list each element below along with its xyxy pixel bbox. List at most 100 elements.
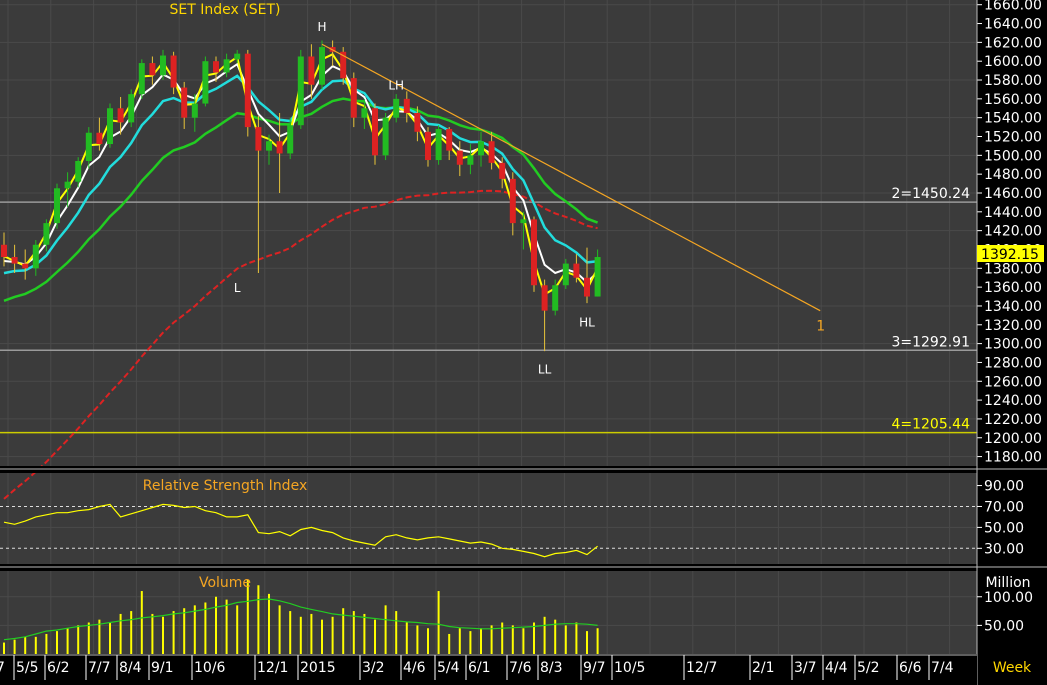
pattern-label: LL xyxy=(538,363,552,377)
candle-up xyxy=(128,94,135,123)
chart-title: SET Index (SET) xyxy=(170,2,281,18)
candle-down xyxy=(446,128,453,151)
candle-up xyxy=(191,103,198,118)
candle-down xyxy=(149,63,156,76)
price-tick-label: 1460.00 xyxy=(984,186,1042,202)
volume-title: Volume xyxy=(199,575,251,591)
time-tick-label: 12/7 xyxy=(686,660,717,676)
candle-up xyxy=(594,257,601,297)
time-tick-label: 6/6 xyxy=(899,660,922,676)
time-tick-label: 10/5 xyxy=(614,660,645,676)
price-tick-label: 1180.00 xyxy=(984,450,1042,466)
rsi-tick-label: 90.00 xyxy=(984,479,1024,495)
candle-down xyxy=(96,132,103,145)
price-tick-label: 1640.00 xyxy=(984,17,1042,33)
candle-down xyxy=(170,55,177,88)
candlestick-series xyxy=(1,40,601,352)
candle-down xyxy=(573,263,580,278)
candle-up xyxy=(319,47,325,85)
candle-up xyxy=(160,55,166,76)
candle-up xyxy=(382,117,389,156)
price-tick-label: 1620.00 xyxy=(984,35,1042,51)
candle-down xyxy=(414,112,421,132)
trendline-layer: 1 xyxy=(321,43,825,335)
rsi-panel xyxy=(0,473,977,564)
price-tick-label: 1380.00 xyxy=(984,261,1042,277)
price-tick-label: 1560.00 xyxy=(984,92,1042,108)
time-tick-label: 6/2 xyxy=(47,660,70,676)
price-tick-label: 1300.00 xyxy=(984,337,1042,353)
horizontal-levels: 2=1450.24 3=1292.91 4=1205.44 xyxy=(0,186,977,434)
candle-down xyxy=(499,162,506,179)
candle-up xyxy=(85,132,92,161)
period-label: Week xyxy=(993,660,1032,676)
candle-up xyxy=(552,285,559,311)
rsi-title: Relative Strength Index xyxy=(143,478,307,494)
volume-tick-label: 100.00 xyxy=(984,590,1033,606)
rsi-tick-label: 50.00 xyxy=(984,520,1024,536)
price-tick-label: 1440.00 xyxy=(984,205,1042,221)
candle-up xyxy=(202,61,209,104)
time-tick-label: 8/3 xyxy=(540,660,563,676)
candle-up xyxy=(562,263,569,286)
price-tick-label: 1500.00 xyxy=(984,148,1042,164)
time-tick-label: 12/1 xyxy=(257,660,288,676)
time-axis-background xyxy=(0,654,977,685)
time-tick-label: 7/6 xyxy=(509,660,532,676)
time-tick-label: 7 xyxy=(0,660,5,676)
time-tick-label: 4/4 xyxy=(825,660,848,676)
price-tick-label: 1280.00 xyxy=(984,355,1042,371)
candle-down xyxy=(403,98,410,113)
candle-up xyxy=(520,219,527,224)
rsi-tick-label: 30.00 xyxy=(984,541,1024,557)
candle-up xyxy=(361,108,368,118)
time-tick-label: 7/7 xyxy=(88,660,111,676)
pattern-label: LH xyxy=(388,78,404,92)
price-axis-background xyxy=(977,0,1047,466)
volume-tick-label: 50.00 xyxy=(984,618,1024,634)
time-tick-label: 5/5 xyxy=(16,660,39,676)
price-tick-label: 1320.00 xyxy=(984,318,1042,334)
last-price-badge xyxy=(977,245,1044,262)
time-axis: 7 5/5 6/2 7/7 8/4 9/1 10/6 12/1 2015 3/2 4/6 5/4 6/1… xyxy=(0,654,977,685)
time-tick-label: 9/1 xyxy=(151,660,174,676)
candle-up xyxy=(478,141,484,156)
time-tick-label: 5/2 xyxy=(857,660,880,676)
candle-down xyxy=(456,150,463,165)
price-tick-label: 1420.00 xyxy=(984,224,1042,240)
time-tick-label: 3/2 xyxy=(362,660,385,676)
price-tick-label: 1340.00 xyxy=(984,299,1042,315)
pattern-label: H xyxy=(317,20,326,34)
level-label: 3=1292.91 xyxy=(891,334,970,350)
time-tick-label: 7/4 xyxy=(931,660,954,676)
candle-down xyxy=(213,61,219,73)
candle-up xyxy=(32,244,39,269)
time-tick-label: 10/6 xyxy=(194,660,226,676)
candle-down xyxy=(11,257,18,264)
candle-up xyxy=(138,63,145,95)
level-label: 2=1450.24 xyxy=(891,186,970,202)
time-tick-label: 3/7 xyxy=(794,660,817,676)
level-label: 4=1205.44 xyxy=(891,417,970,433)
price-tick-label: 1260.00 xyxy=(984,374,1042,390)
rsi-series xyxy=(0,503,977,558)
pattern-label: HL xyxy=(579,316,595,330)
price-axis: 1180.00 1200.00 1220.00 1240.00 1260.00 1280.… xyxy=(976,0,1047,685)
candle-down xyxy=(22,263,29,269)
candle-down xyxy=(244,53,251,128)
resistance-trendline xyxy=(321,43,821,312)
candle-up xyxy=(234,53,241,60)
time-tick-label: 2/1 xyxy=(752,660,775,676)
candle-up xyxy=(64,181,71,189)
volume-ma-line xyxy=(3,598,598,641)
candle-down xyxy=(340,51,347,79)
price-tick-label: 1580.00 xyxy=(984,73,1042,89)
time-tick-label: 4/6 xyxy=(403,660,426,676)
candle-down xyxy=(584,277,590,297)
candle-up xyxy=(393,98,400,118)
candle-up xyxy=(297,56,304,126)
candle-up xyxy=(54,188,60,224)
candle-down xyxy=(308,56,315,85)
candle-down xyxy=(350,78,357,118)
